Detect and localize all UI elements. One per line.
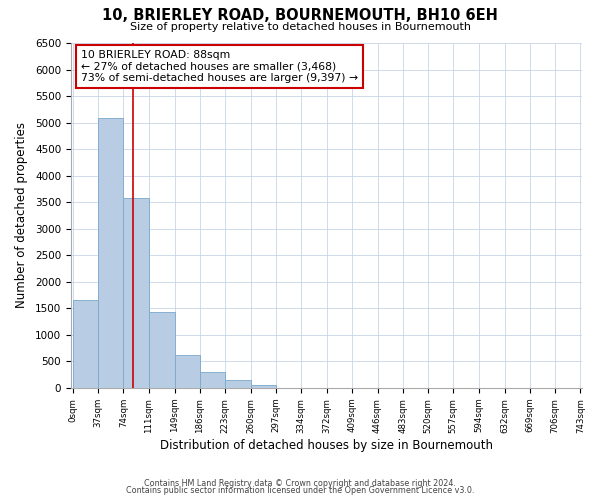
- Text: 10, BRIERLEY ROAD, BOURNEMOUTH, BH10 6EH: 10, BRIERLEY ROAD, BOURNEMOUTH, BH10 6EH: [102, 8, 498, 22]
- Bar: [251, 386, 276, 388]
- Y-axis label: Number of detached properties: Number of detached properties: [15, 122, 28, 308]
- X-axis label: Distribution of detached houses by size in Bournemouth: Distribution of detached houses by size …: [160, 440, 493, 452]
- Bar: [124, 198, 149, 388]
- Bar: [200, 372, 225, 388]
- Text: Contains public sector information licensed under the Open Government Licence v3: Contains public sector information licen…: [126, 486, 474, 495]
- Bar: [98, 118, 124, 388]
- Bar: [73, 300, 98, 388]
- Bar: [175, 356, 200, 388]
- Bar: [149, 312, 175, 388]
- Text: 10 BRIERLEY ROAD: 88sqm
← 27% of detached houses are smaller (3,468)
73% of semi: 10 BRIERLEY ROAD: 88sqm ← 27% of detache…: [81, 50, 358, 83]
- Bar: [225, 380, 251, 388]
- Text: Size of property relative to detached houses in Bournemouth: Size of property relative to detached ho…: [130, 22, 470, 32]
- Text: Contains HM Land Registry data © Crown copyright and database right 2024.: Contains HM Land Registry data © Crown c…: [144, 478, 456, 488]
